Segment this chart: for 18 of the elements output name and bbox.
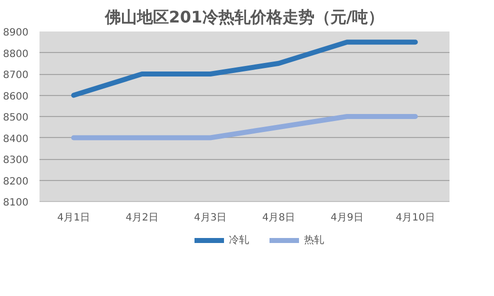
x-tick-label: 4月8日	[262, 212, 296, 224]
y-tick-label: 8400	[3, 134, 29, 145]
x-tick-label: 4月1日	[57, 212, 90, 224]
y-tick-label: 8300	[3, 155, 29, 166]
x-tick-label: 4月9日	[330, 212, 364, 224]
y-tick-label: 8500	[3, 112, 29, 124]
y-tick-label: 8700	[3, 70, 29, 81]
y-tick-label: 8600	[3, 91, 29, 102]
y-tick-label: 8200	[3, 176, 29, 188]
legend-label: 冷轧	[229, 234, 249, 247]
x-tick-label: 4月3日	[194, 212, 227, 224]
y-tick-label: 8100	[3, 198, 29, 208]
chart-title: 佛山地区201冷热轧价格走势（元/吨）	[104, 8, 384, 26]
x-tick-label: 4月2日	[126, 212, 158, 224]
y-tick-label: 8900	[3, 28, 29, 38]
y-tick-label: 8800	[3, 48, 29, 60]
x-tick-label: 4月10日	[396, 212, 435, 224]
legend-label: 热轧	[304, 234, 324, 247]
